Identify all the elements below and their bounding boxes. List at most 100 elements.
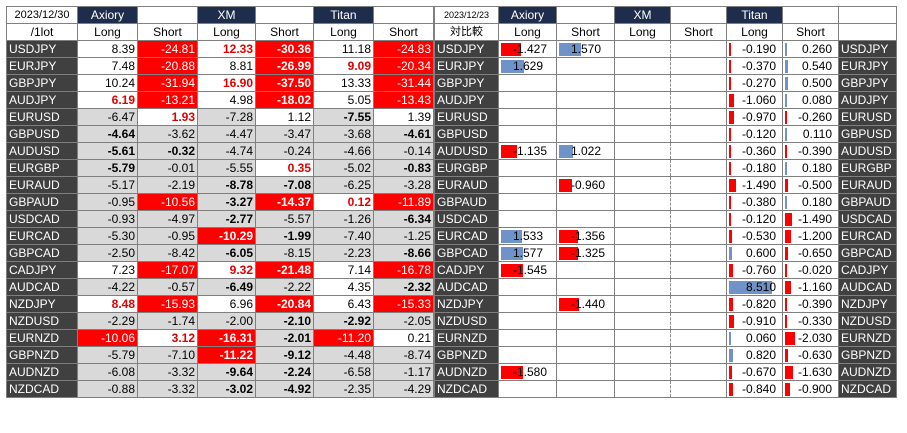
pair-label-right: EURJPY [838, 57, 897, 75]
pair-label-right: AUDUSD [838, 142, 897, 160]
table-row: USDJPY 8.39 -24.81 12.33 -30.36 11.18 -24.83 [6, 40, 434, 58]
swap-value: -4.29 [373, 380, 434, 398]
broker-header: Titan [313, 6, 374, 24]
bar-value: -0.760 [741, 263, 776, 277]
bar-value: 8.510 [745, 280, 776, 294]
bar [729, 298, 734, 311]
bar-value: 0.600 [745, 246, 776, 260]
swap-value: -9.64 [197, 363, 256, 381]
pair-label: EURAUD [434, 176, 499, 194]
bar [729, 315, 734, 328]
swap-value: -24.81 [137, 40, 198, 58]
bar-value: -1.160 [797, 280, 832, 294]
table-row: EURAUD -5.17 -2.19 -8.78 -7.08 -6.25 -3.28 [6, 176, 434, 194]
titan-short-diff: -0.390 [782, 295, 839, 313]
table-row: EURJPY 1.629 -0.370 0.540 EURJPY [434, 57, 897, 75]
swap-value: -2.50 [77, 244, 138, 262]
bar-value: -0.820 [741, 297, 776, 311]
xm-long-diff [614, 380, 671, 398]
bar-value: -0.910 [741, 314, 776, 328]
xm-short-diff [670, 329, 727, 347]
bar [785, 179, 788, 192]
swap-value: -3.47 [255, 125, 314, 143]
swap-value: -9.12 [255, 346, 314, 364]
bar [785, 366, 794, 379]
pair-label: USDCAD [6, 210, 78, 228]
pair-label: EURCAD [6, 227, 78, 245]
pair-label: USDJPY [434, 40, 499, 58]
titan-long-diff: -1.060 [726, 91, 783, 109]
swap-value: -30.36 [255, 40, 314, 58]
pair-label-right: GBPCAD [838, 244, 897, 262]
bar-value: 0.180 [801, 195, 832, 209]
pair-label: EURGBP [6, 159, 78, 177]
pair-label: EURJPY [6, 57, 78, 75]
titan-short-diff: -0.500 [782, 176, 839, 194]
bar [785, 60, 788, 73]
swap-value: -0.83 [373, 159, 434, 177]
xm-long-diff [614, 176, 671, 194]
swap-value: -4.22 [77, 278, 138, 296]
titan-short-diff: 0.260 [782, 40, 839, 58]
xm-long-diff [614, 295, 671, 313]
axiory-long-diff [498, 159, 557, 177]
table-row: GBPJPY -0.270 0.500 GBPJPY [434, 74, 897, 92]
axiory-long-diff [498, 312, 557, 330]
titan-short-diff: -1.200 [782, 227, 839, 245]
swap-value: -4.48 [313, 346, 374, 364]
swap-value: -3.27 [197, 193, 256, 211]
table-row: GBPCAD -2.50 -8.42 -6.05 -8.15 -2.23 -8.66 [6, 244, 434, 262]
short-header: Short [556, 23, 615, 41]
titan-short-diff: -0.390 [782, 142, 839, 160]
xm-short-diff [670, 176, 727, 194]
pair-label: NZDUSD [434, 312, 499, 330]
bar [785, 162, 787, 175]
swap-value: -6.25 [313, 176, 374, 194]
pair-label: AUDNZD [434, 363, 499, 381]
axiory-long-diff [498, 278, 557, 296]
swap-value: -8.74 [373, 346, 434, 364]
swap-value: 6.43 [313, 295, 374, 313]
bar-value: -0.120 [741, 127, 776, 141]
swap-value: -4.64 [77, 125, 138, 143]
swap-value: -0.93 [77, 210, 138, 228]
pair-label: GBPJPY [6, 74, 78, 92]
swap-value: -0.32 [137, 142, 198, 160]
axiory-short-diff [556, 380, 615, 398]
bar-value: 0.080 [801, 93, 832, 107]
bar [785, 298, 787, 311]
pair-label-right: NZDCAD [838, 380, 897, 398]
bar-value: -0.390 [797, 297, 832, 311]
pair-label-right: EURCAD [838, 227, 897, 245]
swap-value: -10.56 [137, 193, 198, 211]
axiory-short-diff [556, 159, 615, 177]
pair-label: EURUSD [434, 108, 499, 126]
pair-label: EURAUD [6, 176, 78, 194]
short-header: Short [255, 23, 314, 41]
table-row: EURNZD -10.06 3.12 -16.31 -2.01 -11.20 0.21 [6, 329, 434, 347]
bar-value: -1.135 [513, 144, 548, 158]
swap-value: -2.35 [313, 380, 374, 398]
titan-long-diff: 0.820 [726, 346, 783, 364]
swap-table-current: 2023/12/30 Axiory XM Titan/1lot Long Short Lon… [6, 6, 434, 398]
bar-value: -0.330 [797, 314, 832, 328]
bar-value: -0.270 [741, 76, 776, 90]
swap-value: -24.83 [373, 40, 434, 58]
swap-value: -2.19 [137, 176, 198, 194]
xm-long-diff [614, 74, 671, 92]
swap-value: -5.57 [255, 210, 314, 228]
axiory-short-diff [556, 278, 615, 296]
swap-value: 8.39 [77, 40, 138, 58]
table-row: CADJPY 7.23 -17.07 9.32 -21.48 7.14 -16.78 [6, 261, 434, 279]
bar-value: -1.580 [513, 365, 548, 379]
pair-label-right: USDJPY [838, 40, 897, 58]
bar [785, 349, 789, 362]
bar [729, 128, 731, 141]
titan-short-diff: -0.650 [782, 244, 839, 262]
bar [785, 213, 793, 226]
pair-label-right: EURNZD [838, 329, 897, 347]
xm-short-diff [670, 261, 727, 279]
bar-value: -0.120 [741, 212, 776, 226]
titan-long-diff: 0.600 [726, 244, 783, 262]
